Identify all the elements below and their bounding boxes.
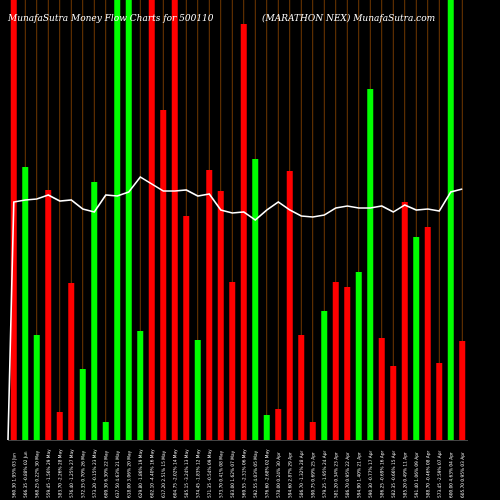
bar-5 xyxy=(56,412,63,440)
bar-36 xyxy=(413,237,420,440)
bar-26 xyxy=(298,335,305,440)
bar-13 xyxy=(148,0,155,440)
bar-27 xyxy=(309,422,316,440)
bar-3 xyxy=(33,335,40,440)
bar-12 xyxy=(137,331,144,440)
bar-32 xyxy=(367,89,374,440)
bar-10 xyxy=(114,0,121,440)
header-left-title: MunafaSutra Money Flow Charts for 500110 xyxy=(7,14,214,24)
bar-37 xyxy=(424,227,431,440)
x-tick-label: 573.70 0.41% 08 May xyxy=(218,450,224,498)
x-tick-label: 578.00 0.24% 30 Apr xyxy=(276,452,282,498)
bar-19 xyxy=(217,191,224,440)
bar-38 xyxy=(436,363,443,440)
x-tick-label: 629.80 -1.86% 19 May xyxy=(138,449,144,498)
x-tick-label: 568.25 0.22% 30 May xyxy=(34,450,40,498)
x-tick-label: 566.35 -0.88% 02 Jun xyxy=(23,451,29,498)
bar-21 xyxy=(240,24,247,440)
bar-8 xyxy=(91,182,98,440)
baseline xyxy=(8,440,468,441)
x-tick-label: 637.50 4.63% 21 May xyxy=(115,450,121,498)
trend-line xyxy=(7,175,463,441)
x-tick-label: 592.55 4.03% 05 May xyxy=(253,450,259,498)
x-tick-label: 604.75 -2.02% 14 May xyxy=(172,449,178,498)
x-tick-label: 579.25 -1.95% 24 Apr xyxy=(322,451,328,498)
x-tick-label: 572.35 0.70% 26 May xyxy=(80,450,86,498)
bar-28 xyxy=(321,311,328,440)
x-tick-label: 586.25 -0.69% 16 Apr xyxy=(379,451,385,498)
bar-18 xyxy=(206,170,213,440)
x-tick-label: 609.30 6.30% 22 May xyxy=(103,450,109,498)
bar-17 xyxy=(194,340,201,440)
x-tick-label: 573.20 -0.15% 23 May xyxy=(92,449,98,498)
x-tick-label: 600.00 4.63% 04 Apr xyxy=(448,452,454,498)
bar-33 xyxy=(378,338,385,440)
bar-22 xyxy=(252,159,259,440)
bar-11 xyxy=(125,0,132,440)
x-tick-labels: 560.30 1.95% 03 Jun 566.35 -0.88% 02 Jun 5… xyxy=(11,449,466,498)
bar-30 xyxy=(344,287,351,440)
x-tick-label: 586.70 -1.32% 28 Apr xyxy=(299,451,305,498)
x-tick-label: 581.20 0.34% 23 Apr xyxy=(333,452,339,498)
x-tick-label: 573.45 -2.59% 07 Apr xyxy=(437,451,443,498)
x-tick-label: 582.35 -0.66% 15 Apr xyxy=(391,451,397,498)
bar-31 xyxy=(355,272,362,440)
bar-15 xyxy=(171,0,178,440)
bar-7 xyxy=(79,369,86,440)
x-tick-label: 602.10 -4.40% 16 May xyxy=(149,449,155,498)
bar-16 xyxy=(183,216,190,440)
x-tick-label: 618.00 3.06% 20 May xyxy=(126,450,132,498)
bar-4 xyxy=(45,190,52,440)
x-tick-label: 569.55 -2.31% 06 May xyxy=(241,449,247,498)
bar-24 xyxy=(275,409,282,440)
bar-6 xyxy=(68,283,75,440)
x-tick-label: 590.75 0.69% 25 Apr xyxy=(310,452,316,498)
x-tick-label: 586.70 0.95% 22 Apr xyxy=(345,452,351,498)
x-tick-label: 585.15 -3.24% 13 May xyxy=(184,449,190,498)
bar-35 xyxy=(401,202,408,440)
x-tick-label: 585.20 0.49% 11 Apr xyxy=(402,452,408,498)
bar-series xyxy=(10,0,466,440)
x-tick-label: 591.40 1.06% 09 Apr xyxy=(414,452,420,498)
x-tick-label: 583.70 -2.26% 28 May xyxy=(57,449,63,498)
x-tick-label: 571.35 -0.54% 09 May xyxy=(207,449,213,498)
bar-25 xyxy=(286,171,293,440)
x-tick-label: 576.40 -1.25% 27 May xyxy=(69,449,75,498)
bar-34 xyxy=(390,366,397,440)
bar-9 xyxy=(102,422,109,440)
bar-2 xyxy=(22,167,29,440)
x-tick-label: 594.60 2.87% 29 Apr xyxy=(287,452,293,498)
x-tick-label: 559.45 -1.56% 29 May xyxy=(46,449,52,498)
x-tick-label: 590.30 -0.77% 17 Apr xyxy=(368,451,374,498)
x-tick-label: 594.90 1.40% 21 Apr xyxy=(356,452,362,498)
bar-40 xyxy=(459,341,466,440)
header-right-title: (MARATHON NEX) MunafaSutra.com xyxy=(262,13,435,24)
bar-23 xyxy=(263,415,270,440)
bar-14 xyxy=(160,110,167,440)
bar-39 xyxy=(447,0,454,440)
x-tick-label: 617.20 2.51% 15 May xyxy=(161,450,167,498)
x-tick-label: 574.45 -1.83% 12 May xyxy=(195,449,201,498)
x-tick-label: 605.70 0.95% 03 Apr xyxy=(460,452,466,498)
x-tick-label: 560.30 1.95% 03 Jun xyxy=(11,453,17,498)
bar-29 xyxy=(332,282,339,440)
x-tick-label: 583.00 1.62% 07 May xyxy=(230,450,236,498)
x-tick-label: 576.60 -2.68% 02 May xyxy=(264,449,270,498)
x-tick-label: 588.70 -0.46% 08 Apr xyxy=(425,451,431,498)
bar-20 xyxy=(229,282,236,440)
